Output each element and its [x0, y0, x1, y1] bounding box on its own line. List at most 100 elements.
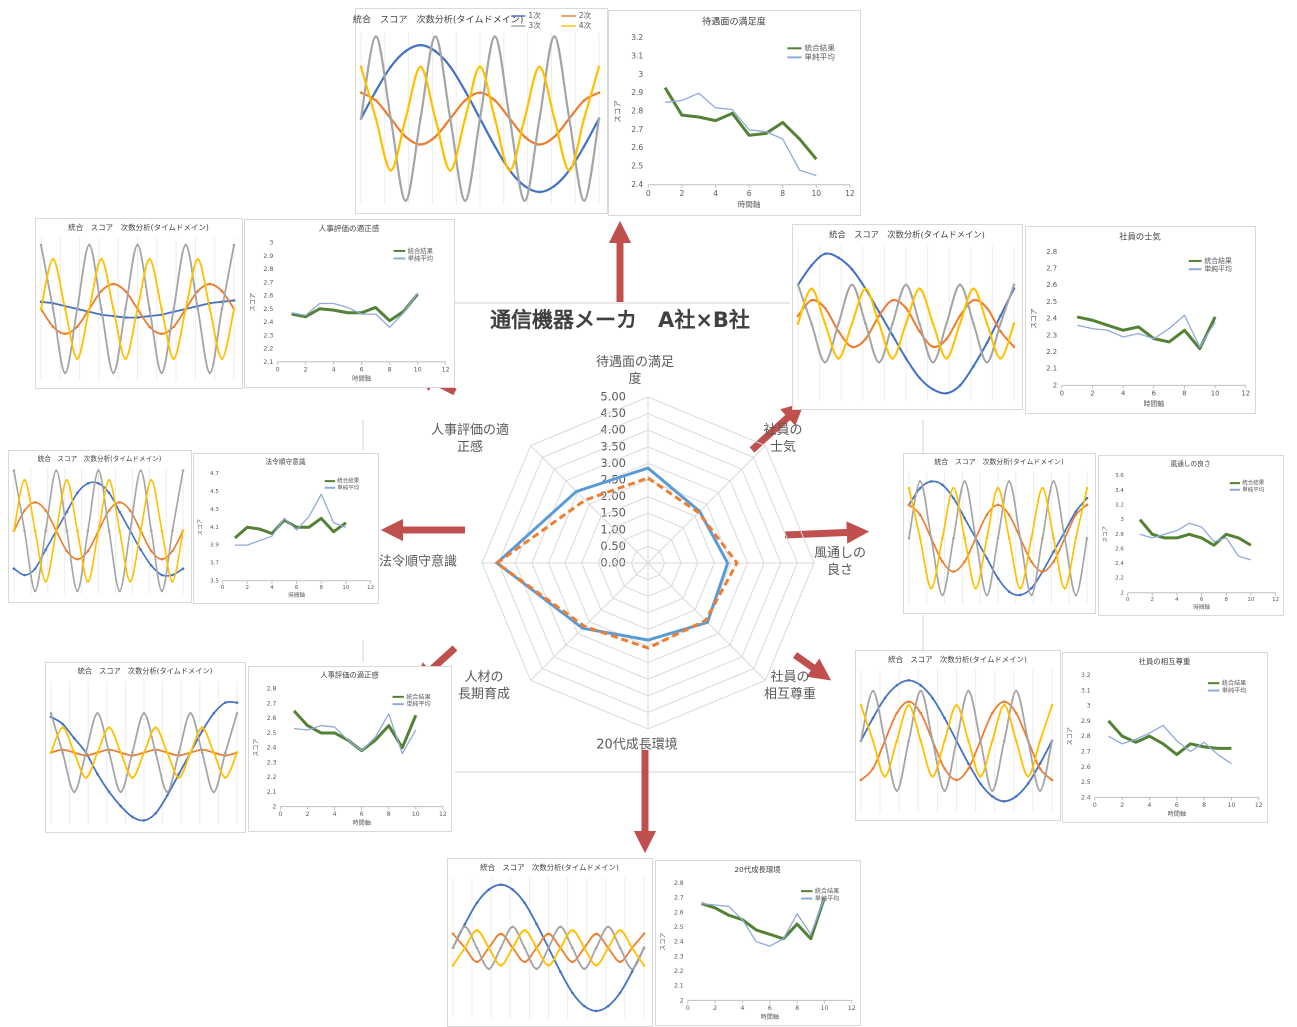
- series-dot: [891, 333, 894, 337]
- series-dot: [931, 322, 935, 325]
- chart-panel: [244, 219, 455, 388]
- chart-title: 統合 スコア 次数分析(タイムドメイン): [68, 222, 209, 232]
- series-dot: [1014, 795, 1018, 798]
- series-dot: [1007, 480, 1011, 483]
- series-dot: [972, 322, 975, 325]
- y-tick-label: 2.7: [674, 895, 684, 902]
- x-tick-label: 0: [276, 366, 280, 373]
- series-dot: [618, 991, 622, 995]
- series-dot: [139, 548, 143, 552]
- series-dot: [871, 689, 875, 693]
- series-dot: [850, 268, 854, 271]
- series-dot: [172, 325, 175, 329]
- y-tick-label: 2.7: [267, 700, 277, 707]
- series-dot: [404, 49, 407, 53]
- series-dot: [23, 509, 26, 512]
- y-tick-label: 2.9: [631, 88, 643, 97]
- y-tick-label: 2.8: [267, 686, 277, 693]
- series-dot: [547, 964, 550, 967]
- series-dot: [594, 964, 598, 967]
- series-dot: [907, 679, 911, 682]
- series-dot: [958, 384, 962, 387]
- series-dot: [1014, 689, 1018, 693]
- series-dot: [1063, 587, 1067, 590]
- series-dot: [65, 510, 69, 514]
- series-dot: [212, 751, 216, 754]
- chart-title: 統合 スコア 次数分析(タイムドメイン): [38, 454, 162, 463]
- series-dot: [985, 341, 989, 345]
- x-tick-label: 2: [246, 585, 250, 591]
- series-dot: [1052, 536, 1055, 540]
- r-tick-label: 2.00: [600, 489, 626, 503]
- y-tick-label: 2: [680, 997, 684, 1004]
- legend-label: 統合結果: [815, 887, 839, 895]
- legend-label: 単純平均: [805, 51, 836, 61]
- series-dot: [919, 711, 922, 715]
- series-dot: [374, 89, 378, 93]
- series-dot: [72, 751, 76, 754]
- series-dot: [523, 117, 526, 120]
- series-dot: [196, 257, 200, 261]
- series-dot: [150, 478, 153, 482]
- series-dot: [859, 778, 863, 782]
- series-dot: [883, 739, 887, 743]
- y-tick-label: 2: [273, 804, 277, 811]
- series-dot: [208, 307, 212, 311]
- r-tick-label: 5.00: [600, 390, 626, 404]
- y-axis-label: スコア: [613, 100, 622, 123]
- series-dot: [810, 287, 813, 290]
- y-tick-label: 4.1: [210, 525, 219, 531]
- series-dot: [12, 469, 16, 473]
- series-dot: [118, 510, 121, 514]
- series-dot: [374, 117, 378, 120]
- series-dot: [63, 371, 67, 375]
- x-tick-label: 6: [360, 811, 364, 818]
- series-dot: [124, 357, 127, 360]
- series-dot: [1002, 739, 1006, 743]
- y-tick-label: 2.2: [267, 774, 277, 781]
- x-tick-label: 10: [811, 189, 821, 198]
- series-dot: [232, 307, 236, 311]
- series-dot: [1012, 345, 1016, 349]
- x-axis-label: 時間軸: [738, 199, 761, 209]
- series-dot: [606, 946, 610, 950]
- series-dot: [160, 529, 164, 533]
- y-tick-label: 3.5: [210, 578, 219, 584]
- y-tick-label: 2.3: [263, 332, 273, 339]
- series-dot: [594, 946, 598, 950]
- series-dot: [208, 371, 212, 375]
- series-dot: [44, 509, 47, 512]
- series-dot: [12, 529, 16, 533]
- series-dot: [96, 751, 99, 754]
- series-dot: [165, 794, 169, 797]
- series-dot: [451, 932, 455, 936]
- series-dot: [996, 486, 1000, 490]
- series-dot: [478, 91, 482, 94]
- series-dot: [974, 536, 978, 540]
- series-dot: [212, 712, 216, 715]
- series-dot: [996, 536, 1000, 540]
- series-dot: [837, 322, 840, 325]
- series-dot: [985, 322, 989, 325]
- series-dot: [1030, 560, 1033, 563]
- series-dot: [1041, 536, 1044, 540]
- series-dot: [148, 307, 151, 311]
- series-dot: [931, 775, 934, 778]
- series-dot: [359, 65, 363, 69]
- series-dot: [837, 329, 840, 333]
- r-tick-label: 4.00: [600, 423, 626, 437]
- series-dot: [918, 329, 921, 333]
- series-dot: [1038, 789, 1042, 792]
- series-dot: [177, 776, 181, 779]
- series-dot: [142, 712, 146, 715]
- chart-title: 風通しの良さ: [1170, 459, 1210, 468]
- series-dot: [943, 789, 946, 792]
- series-dot: [160, 371, 163, 375]
- series-dot: [1026, 739, 1030, 743]
- series-line: [663, 86, 818, 161]
- y-tick-label: 3.2: [631, 33, 643, 42]
- x-tick-label: 12: [848, 1005, 856, 1012]
- series-dot: [511, 946, 514, 950]
- series-dot: [1002, 700, 1006, 704]
- x-tick-label: 2: [304, 366, 308, 373]
